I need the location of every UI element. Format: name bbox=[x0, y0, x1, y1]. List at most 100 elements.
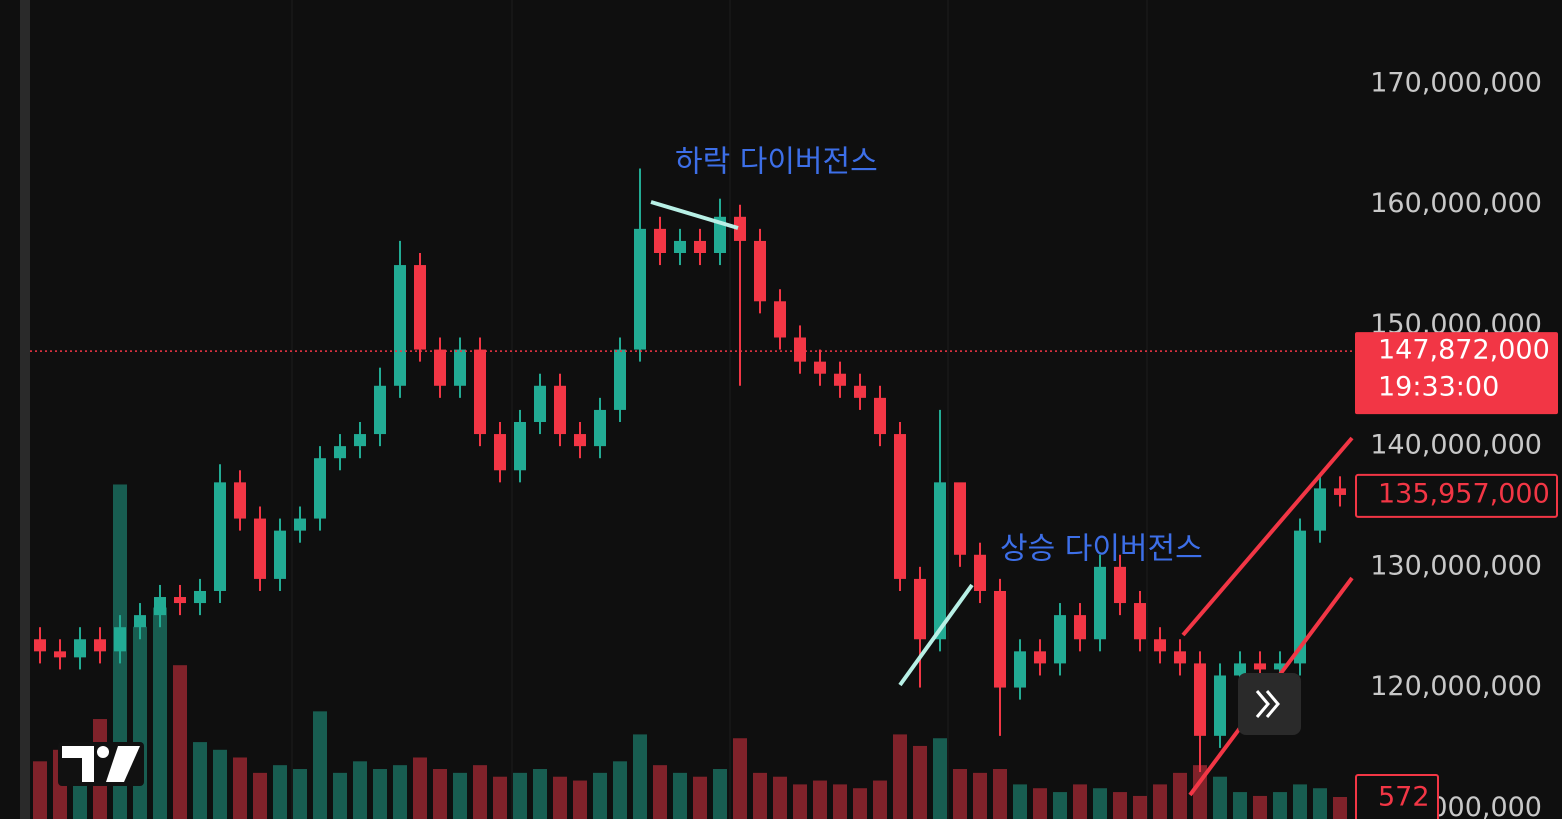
candle-body bbox=[974, 554, 986, 591]
volume-bar bbox=[373, 769, 387, 819]
candle-body bbox=[894, 434, 906, 579]
candle-body bbox=[714, 216, 726, 254]
candle-body bbox=[74, 639, 86, 658]
candle-body bbox=[1214, 675, 1226, 736]
volume-bar bbox=[533, 769, 547, 819]
volume-label-box bbox=[1355, 774, 1439, 819]
candle-body bbox=[1134, 603, 1146, 640]
candle-body bbox=[534, 385, 546, 422]
volume-bar bbox=[1133, 795, 1147, 819]
price-label-bg bbox=[1355, 332, 1558, 415]
candle-body bbox=[294, 518, 306, 531]
logo-mark bbox=[106, 746, 140, 782]
volume-bar bbox=[393, 765, 407, 819]
candle-body bbox=[394, 265, 406, 386]
y-tick-label: 140,000,000 bbox=[1370, 430, 1542, 461]
volume-bar bbox=[273, 765, 287, 819]
candle-body bbox=[334, 446, 346, 459]
volume-bar bbox=[573, 780, 587, 819]
candle-body bbox=[614, 349, 626, 410]
candle-body bbox=[374, 385, 386, 435]
candle-body bbox=[694, 240, 706, 254]
volume-bar bbox=[1093, 788, 1107, 819]
candle-body bbox=[254, 518, 266, 579]
volume-bar bbox=[1053, 792, 1067, 819]
price-labels: 147,872,000 19:33:00 135,957,000 572 하락 다이버전… bbox=[30, 145, 1558, 819]
volume-bar bbox=[1213, 776, 1227, 819]
trend-line bbox=[650, 200, 739, 230]
candle-body bbox=[1014, 651, 1026, 688]
candle-body bbox=[354, 434, 366, 447]
volume-bar bbox=[333, 772, 347, 819]
candle-body bbox=[174, 597, 186, 604]
y-tick-label: 170,000,000 bbox=[1370, 68, 1542, 99]
volume-bar bbox=[1273, 792, 1287, 819]
candle-body bbox=[834, 373, 846, 386]
candle-body bbox=[414, 265, 426, 350]
volume-bar bbox=[133, 626, 147, 819]
candle-body bbox=[874, 397, 886, 435]
volume-bar bbox=[173, 665, 187, 819]
candle-body bbox=[574, 434, 586, 447]
candle-body bbox=[1094, 566, 1106, 640]
volume-bar bbox=[233, 757, 247, 819]
candle-body bbox=[1054, 615, 1066, 664]
volume-bar bbox=[653, 765, 667, 819]
candle-body bbox=[1334, 488, 1346, 495]
volume-bar bbox=[1173, 772, 1187, 819]
channel-line bbox=[1181, 436, 1354, 637]
volume-bar bbox=[553, 776, 567, 819]
volume-bar bbox=[813, 780, 827, 819]
volume-bar bbox=[753, 772, 767, 819]
candle-body bbox=[1314, 488, 1326, 531]
candle-body bbox=[1114, 566, 1126, 604]
candle-body bbox=[1234, 663, 1246, 676]
volume-label: 572 bbox=[1378, 782, 1430, 813]
price-label: 135,957,000 bbox=[1378, 478, 1550, 509]
candle-body bbox=[514, 421, 526, 471]
candle-body bbox=[554, 385, 566, 435]
volume-bar bbox=[1113, 792, 1127, 819]
candle-body bbox=[914, 578, 926, 640]
volume-bar bbox=[613, 761, 627, 819]
candle-body bbox=[1294, 530, 1306, 664]
candle-body bbox=[1194, 663, 1206, 736]
candle-body bbox=[54, 651, 66, 658]
volume-bar bbox=[993, 769, 1007, 819]
candle-body bbox=[754, 240, 766, 302]
scroll-button[interactable] bbox=[1238, 673, 1301, 735]
candle-body bbox=[214, 482, 226, 591]
volume-bar bbox=[1253, 795, 1267, 819]
volume-bar bbox=[673, 772, 687, 819]
volume-bar bbox=[693, 776, 707, 819]
price-label: 147,872,000 bbox=[1378, 335, 1550, 366]
candle-body bbox=[654, 228, 666, 254]
candle-body bbox=[194, 590, 206, 604]
logo bbox=[58, 742, 144, 786]
price-time: 19:33:00 bbox=[1378, 372, 1499, 403]
volume-bar bbox=[1293, 784, 1307, 819]
candle-body bbox=[1074, 615, 1086, 640]
candle-body bbox=[994, 590, 1006, 688]
candle-body bbox=[134, 615, 146, 628]
volume-bar bbox=[593, 772, 607, 819]
volume-bar bbox=[33, 761, 47, 819]
price-label-box bbox=[1355, 473, 1558, 518]
volume-bar bbox=[1013, 784, 1027, 819]
candle-body bbox=[1174, 651, 1186, 664]
candle-body bbox=[1254, 663, 1266, 670]
candle-body bbox=[594, 409, 606, 447]
candle-body bbox=[454, 349, 466, 386]
y-tick-label: 130,000,000 bbox=[1370, 550, 1542, 581]
volume-bar bbox=[193, 742, 207, 819]
candle-body bbox=[634, 228, 646, 350]
candle-body bbox=[234, 482, 246, 519]
volume-bar bbox=[1153, 784, 1167, 819]
candle-body bbox=[774, 301, 786, 338]
volume-bar bbox=[833, 784, 847, 819]
candle-body bbox=[474, 349, 486, 435]
scroll-icon bbox=[1255, 690, 1280, 718]
candle-body bbox=[674, 240, 686, 254]
volume-bar bbox=[213, 749, 227, 819]
